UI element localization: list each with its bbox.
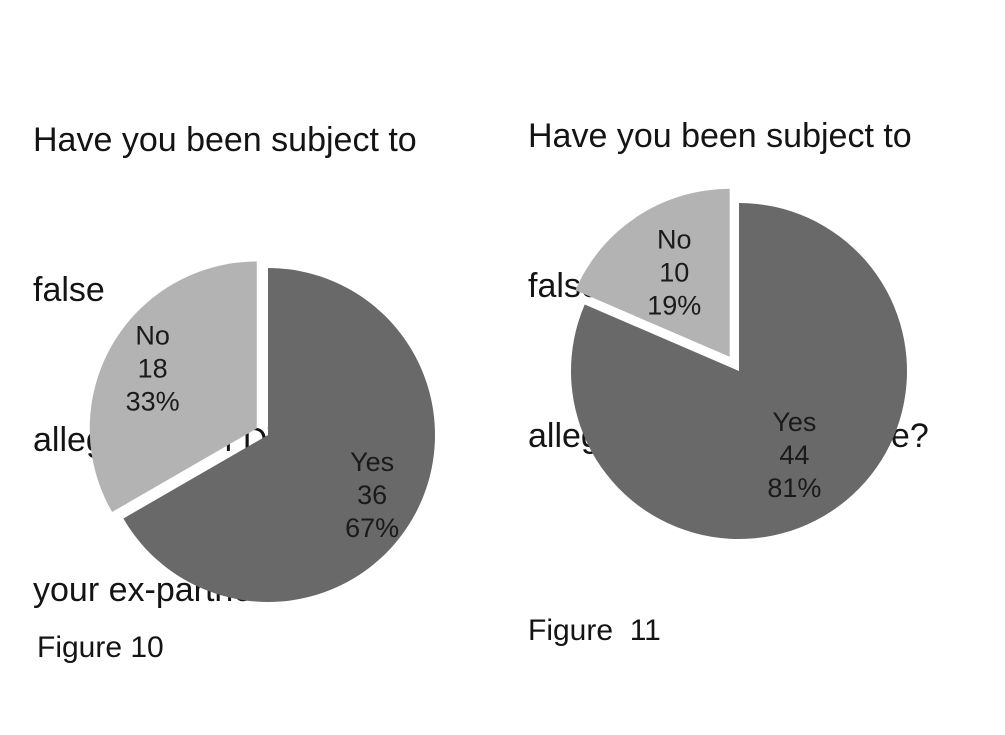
slice-label-percent: 81% bbox=[767, 473, 821, 503]
figure-caption-11: Figure 11 bbox=[528, 614, 661, 647]
slice-label-value: 36 bbox=[357, 480, 387, 510]
slice-label-value: 18 bbox=[138, 353, 168, 383]
pie-slice-yes bbox=[123, 268, 436, 602]
pie-slice-no bbox=[575, 188, 730, 357]
figure-caption-10: Figure 10 bbox=[37, 631, 164, 664]
title-line: Have you been subject to bbox=[528, 117, 912, 155]
slice-label-name: No bbox=[657, 225, 692, 255]
title-line: false bbox=[33, 271, 105, 309]
slice-label-percent: 33% bbox=[126, 386, 180, 416]
pie-slice-no bbox=[89, 261, 257, 512]
slice-label-percent: 67% bbox=[345, 513, 399, 543]
slice-label-name: Yes bbox=[772, 407, 816, 437]
slice-label-name: No bbox=[135, 320, 170, 350]
slice-label-name: Yes bbox=[350, 447, 394, 477]
pie-slice-yes bbox=[570, 203, 907, 539]
slice-label-value: 10 bbox=[659, 258, 689, 288]
title-line: Have you been subject to bbox=[33, 121, 417, 159]
slice-label-percent: 19% bbox=[647, 291, 701, 321]
slice-label-value: 44 bbox=[779, 440, 809, 470]
